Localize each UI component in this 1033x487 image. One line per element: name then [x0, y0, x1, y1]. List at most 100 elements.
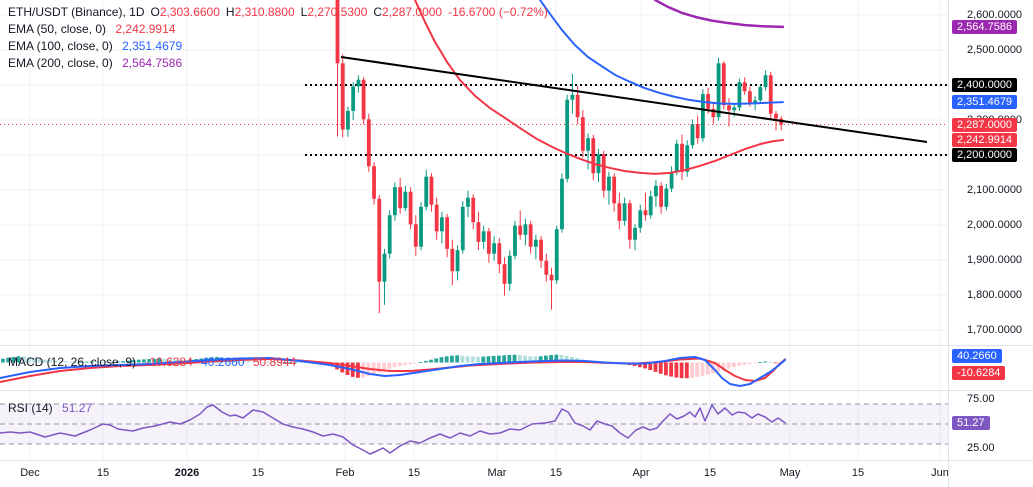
candle-body	[742, 82, 747, 92]
symbol-row[interactable]: ETH/USDT (Binance), 1D O2,303.6600 H2,310.…	[8, 4, 548, 21]
price-axis[interactable]: 2,600.00002,500.00002,300.00002,100.0000…	[948, 0, 1033, 487]
price-axis-badge: 2,400.0000	[952, 78, 1018, 92]
candle-body	[361, 79, 366, 120]
macd-histogram-bar	[413, 362, 418, 364]
macd-histogram-bar	[256, 361, 261, 363]
candle-body	[497, 243, 502, 265]
time-axis-tick: 15	[549, 467, 563, 479]
panel-divider-1[interactable]	[0, 345, 1033, 346]
macd-histogram-bar	[126, 360, 131, 363]
macd-histogram-bar	[637, 362, 642, 368]
candle-body	[486, 231, 491, 254]
ema50-legend-row[interactable]: EMA (50, close, 0) 2,242.9914	[8, 21, 548, 38]
macd-histogram-bar	[298, 362, 303, 363]
macd-histogram-bar	[690, 362, 694, 378]
macd-histogram-bar	[282, 362, 287, 364]
macd-histogram-bar	[89, 361, 94, 363]
time-axis-tick: 15	[251, 467, 265, 479]
macd-histogram-bar	[559, 355, 564, 363]
macd-histogram-bar	[84, 361, 89, 363]
macd-histogram-bar	[643, 362, 647, 369]
ema100-label: EMA (100, close, 0)	[8, 39, 113, 53]
candle-body	[575, 94, 580, 118]
time-axis[interactable]: Dec 15 2026 15 Feb 15 Mar 15 Apr 15 May 15 Jun	[0, 461, 949, 487]
macd-histogram-bar	[147, 359, 152, 363]
time-axis-tick: 2026	[174, 467, 200, 479]
candle-body	[690, 124, 695, 146]
macd-histogram-bar	[293, 362, 298, 363]
symbol-title: ETH/USDT (Binance), 1D	[8, 5, 145, 19]
rsi-panel-canvas[interactable]	[0, 391, 948, 461]
time-axis-tick: Dec	[20, 467, 40, 479]
macd-histogram-bar	[752, 362, 757, 364]
macd-histogram-bar	[173, 359, 178, 363]
macd-histogram-bar	[564, 355, 569, 363]
time-axis-tick: Apr	[632, 467, 650, 479]
macd-histogram-bar	[470, 356, 475, 363]
macd-histogram-bar	[554, 354, 559, 363]
candle-body	[513, 225, 517, 256]
candle-body	[450, 248, 455, 272]
macd-histogram-bar	[455, 355, 460, 363]
candle-body	[633, 227, 637, 240]
macd-histogram-bar	[543, 355, 548, 363]
macd-line	[0, 356, 786, 387]
macd-histogram-bar	[58, 361, 63, 363]
candle-body	[549, 274, 554, 281]
macd-histogram-bar	[439, 357, 444, 363]
ema200-value: 2,564.7586	[122, 56, 183, 70]
macd-histogram-bar	[251, 361, 256, 363]
chart-legend: ETH/USDT (Binance), 1D O2,303.6600 H2,310.…	[8, 4, 548, 72]
ohlc-open-value: 2,303.6600	[159, 5, 220, 19]
panel-divider-2[interactable]	[0, 390, 1033, 391]
macd-histogram-bar	[387, 362, 392, 369]
macd-histogram-bar	[131, 360, 136, 363]
macd-histogram-bar	[277, 362, 282, 364]
macd-legend-row[interactable]: MACD (12, 26, close, 9) -10.6284 40.2660…	[8, 355, 296, 369]
macd-histogram-bar	[397, 362, 402, 366]
macd-histogram-bar	[674, 362, 679, 378]
rsi-legend-row[interactable]: RSI (14) 51.27	[8, 401, 92, 415]
rsi-line	[0, 404, 786, 455]
descending-trendline[interactable]	[340, 56, 928, 143]
macd-histogram-bar	[262, 362, 266, 363]
price-axis-tick: 1,700.0000	[967, 324, 1023, 336]
macd-histogram-bar	[11, 356, 16, 363]
price-axis-tick: 1,800.0000	[967, 289, 1023, 301]
time-axis-tick: Mar	[487, 467, 507, 479]
macd-histogram-bar	[100, 361, 105, 363]
macd-histogram-bar	[6, 357, 11, 363]
ema100-legend-row[interactable]: EMA (100, close, 0) 2,351.4679	[8, 38, 548, 55]
macd-panel-canvas[interactable]	[0, 346, 948, 390]
candle-body	[419, 206, 423, 247]
candle-body	[580, 117, 585, 151]
panel-divider-3[interactable]	[0, 460, 1033, 461]
candle-body	[351, 86, 356, 111]
time-axis-tick: May	[779, 467, 801, 479]
candle-body	[622, 203, 627, 221]
macd-histogram-bar	[528, 356, 533, 363]
macd-histogram-bar	[418, 362, 423, 363]
macd-histogram-bar	[669, 362, 674, 377]
ema50-value: 2,242.9914	[115, 22, 176, 36]
macd-histogram-bar	[403, 362, 407, 365]
candle-body	[586, 138, 590, 151]
candle-body	[413, 224, 418, 247]
ema200-legend-row[interactable]: EMA (200, close, 0) 2,564.7586	[8, 55, 548, 72]
candle-body	[601, 154, 606, 191]
candle-body	[539, 239, 543, 261]
candle-body	[429, 176, 434, 205]
macd-histogram-bar	[105, 362, 110, 363]
candle-body	[518, 225, 523, 235]
price-axis-badge: 2,351.4679	[952, 94, 1018, 109]
candle-body	[570, 94, 575, 100]
macd-histogram-bar	[763, 361, 768, 363]
macd-histogram-bar	[95, 361, 99, 363]
macd-label: MACD (12, 26, close, 9)	[8, 355, 137, 369]
macd-histogram-bar	[658, 362, 663, 374]
macd-histogram-bar	[37, 359, 42, 363]
candle-body	[393, 187, 397, 216]
price-panel-canvas[interactable]	[0, 0, 948, 346]
macd-histogram-bar	[16, 356, 21, 363]
